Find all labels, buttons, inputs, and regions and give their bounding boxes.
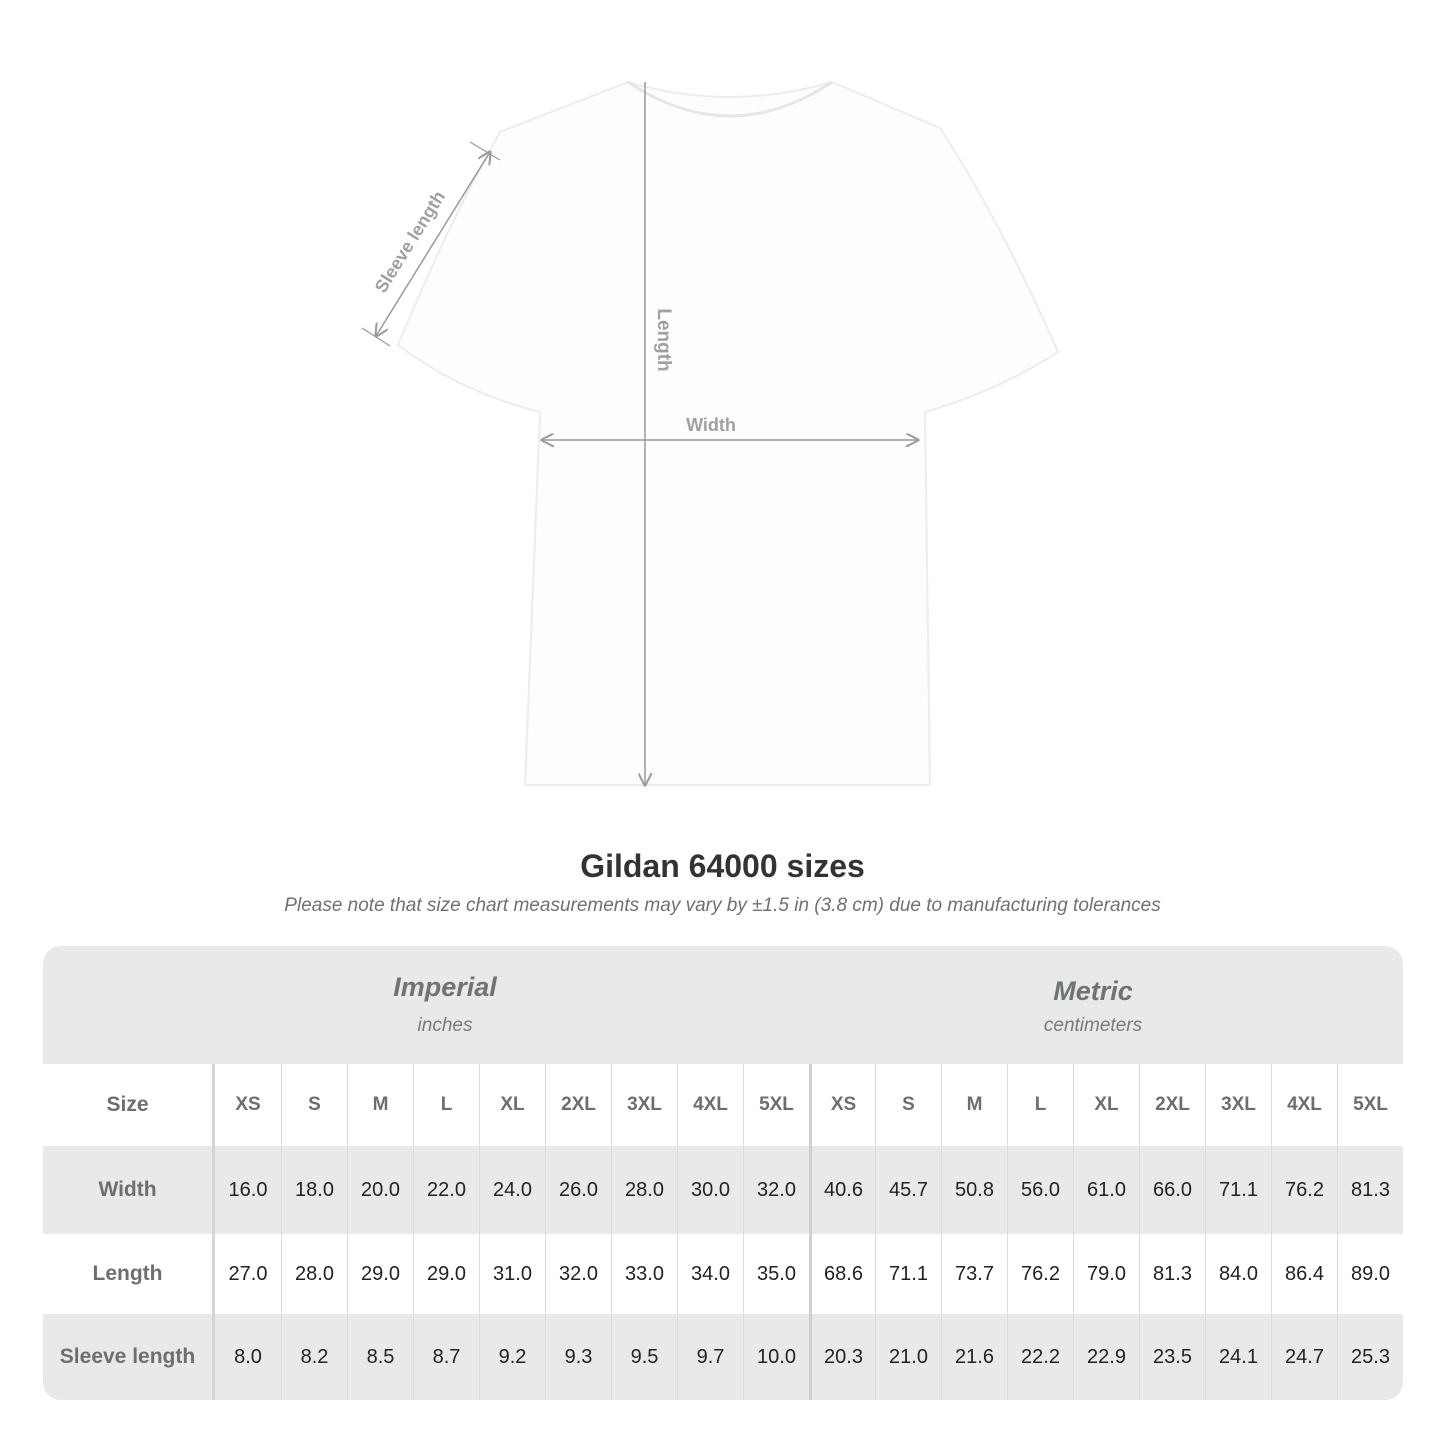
table-cell-metric: 89.0 (1337, 1234, 1403, 1314)
table-cell-metric: 24.1 (1205, 1314, 1271, 1400)
table-cell-metric: 66.0 (1139, 1146, 1205, 1234)
table-cell-imperial: 30.0 (677, 1146, 743, 1234)
table-cell-metric: 45.7 (875, 1146, 941, 1234)
size-header-metric: 5XL (1337, 1064, 1403, 1146)
table-cell-imperial: 28.0 (611, 1146, 677, 1234)
table-row: Sleeve length 8.0 8.2 8.5 8.7 9.2 9.3 9.5 9.7 10.… (43, 1314, 1403, 1400)
table-cell-metric: 71.1 (1205, 1146, 1271, 1234)
table-cell-metric: 84.0 (1205, 1234, 1271, 1314)
table-cell-imperial: 31.0 (479, 1234, 545, 1314)
table-cell-imperial: 26.0 (545, 1146, 611, 1234)
width-label: Width (686, 415, 736, 435)
table-cell-imperial: 29.0 (413, 1234, 479, 1314)
table-cell-imperial: 9.3 (545, 1314, 611, 1400)
table-cell-metric: 81.3 (1337, 1146, 1403, 1234)
table-cell-metric: 73.7 (941, 1234, 1007, 1314)
table-cell-metric: 76.2 (1007, 1234, 1073, 1314)
table-cell-metric: 79.0 (1073, 1234, 1139, 1314)
table-cell-imperial: 32.0 (743, 1146, 809, 1234)
size-header-metric: L (1007, 1064, 1073, 1146)
table-cell-metric: 24.7 (1271, 1314, 1337, 1400)
table-cell-imperial: 35.0 (743, 1234, 809, 1314)
row-label: Length (43, 1234, 215, 1314)
table-cell-imperial: 8.7 (413, 1314, 479, 1400)
sleeve-measure-line (376, 152, 490, 336)
table-cell-imperial: 28.0 (281, 1234, 347, 1314)
size-header-metric: S (875, 1064, 941, 1146)
table-cell-imperial: 10.0 (743, 1314, 809, 1400)
table-cell-imperial: 9.2 (479, 1314, 545, 1400)
size-header-metric: 4XL (1271, 1064, 1337, 1146)
table-cell-metric: 68.6 (809, 1234, 875, 1314)
imperial-title: Imperial (393, 972, 497, 1002)
table-cell-imperial: 8.5 (347, 1314, 413, 1400)
table-cell-metric: 25.3 (1337, 1314, 1403, 1400)
table-cell-metric: 76.2 (1271, 1146, 1337, 1234)
length-label: Length (653, 308, 674, 371)
table-cell-imperial: 18.0 (281, 1146, 347, 1234)
size-header-imperial: M (347, 1064, 413, 1146)
size-header-imperial: 5XL (743, 1064, 809, 1146)
table-cell-metric: 86.4 (1271, 1234, 1337, 1314)
size-header-imperial: XL (479, 1064, 545, 1146)
size-header-imperial: S (281, 1064, 347, 1146)
table-cell-imperial: 32.0 (545, 1234, 611, 1314)
table-cell-metric: 56.0 (1007, 1146, 1073, 1234)
size-header-imperial: 3XL (611, 1064, 677, 1146)
imperial-header: Imperial inches (215, 946, 675, 1064)
metric-header: Metric centimeters (863, 946, 1323, 1064)
table-cell-imperial: 34.0 (677, 1234, 743, 1314)
metric-unit: centimeters (1043, 1015, 1143, 1036)
table-cell-imperial: 27.0 (228, 1262, 268, 1285)
size-header-metric: 3XL (1205, 1064, 1271, 1146)
size-header-imperial: 4XL (677, 1064, 743, 1146)
table-cell-metric: 22.2 (1007, 1314, 1073, 1400)
tshirt-diagram: Sleeve length Length Width (361, 80, 1060, 820)
table-cell-metric: 21.0 (875, 1314, 941, 1400)
row-label: Width (43, 1146, 215, 1234)
imperial-unit: inches (417, 1015, 473, 1036)
table-cell-imperial: 22.0 (413, 1146, 479, 1234)
table-cell-imperial: 20.0 (347, 1146, 413, 1234)
table-cell-metric: 22.9 (1073, 1314, 1139, 1400)
metric-title: Metric (1053, 976, 1133, 1006)
size-header-imperial: XS (235, 1094, 261, 1115)
table-cell-imperial: 9.7 (677, 1314, 743, 1400)
size-header-row: Size XS S M L XL 2XL 3XL 4XL 5XL XS S M L XL 2XL 3XL 4XL 5… (43, 1064, 1403, 1146)
table-cell-imperial: 33.0 (611, 1234, 677, 1314)
table-cell-metric: 81.3 (1139, 1234, 1205, 1314)
table-row: Width 16.0 18.0 20.0 22.0 24.0 26.0 28.0 30.0 32.… (43, 1146, 1403, 1234)
size-header-imperial: L (413, 1064, 479, 1146)
row-label: Size (43, 1064, 215, 1146)
page-title: Gildan 64000 sizes (580, 848, 865, 884)
size-header-metric: M (941, 1064, 1007, 1146)
table-cell-imperial: 9.5 (611, 1314, 677, 1400)
size-header-imperial: 2XL (545, 1064, 611, 1146)
row-label: Sleeve length (43, 1314, 215, 1400)
size-header-metric: 2XL (1139, 1064, 1205, 1146)
table-cell-metric: 40.6 (809, 1146, 875, 1234)
table-cell-metric: 71.1 (875, 1234, 941, 1314)
size-header-metric: XS (809, 1064, 875, 1146)
table-cell-imperial: 8.2 (281, 1314, 347, 1400)
table-cell-metric: 21.6 (941, 1314, 1007, 1400)
table-cell-imperial: 8.0 (234, 1345, 262, 1368)
tolerance-note: Please note that size chart measurements… (284, 895, 1161, 916)
table-cell-imperial: 24.0 (479, 1146, 545, 1234)
table-cell-metric: 50.8 (941, 1146, 1007, 1234)
table-cell-metric: 23.5 (1139, 1314, 1205, 1400)
size-header-metric: XL (1073, 1064, 1139, 1146)
table-cell-imperial: 29.0 (347, 1234, 413, 1314)
table-cell-imperial: 16.0 (228, 1178, 268, 1201)
table-cell-metric: 20.3 (809, 1314, 875, 1400)
table-cell-metric: 61.0 (1073, 1146, 1139, 1234)
size-table: Imperial inches Metric centimeters Size X… (43, 946, 1403, 1400)
table-row: Length 27.0 28.0 29.0 29.0 31.0 32.0 33.0 34.0 35… (43, 1234, 1403, 1314)
